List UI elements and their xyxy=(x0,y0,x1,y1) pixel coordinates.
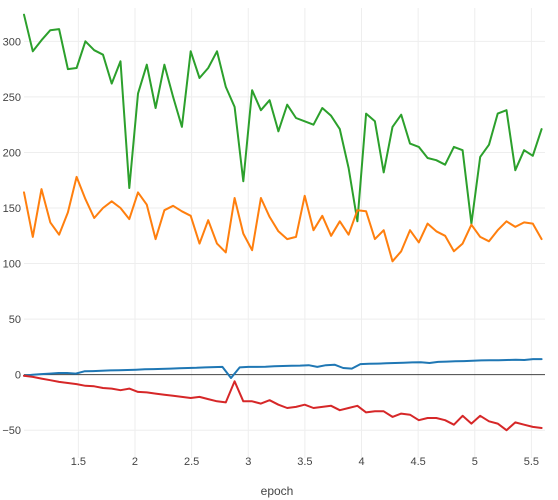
y-tick-label: 250 xyxy=(3,92,21,104)
grid-lines xyxy=(24,8,545,458)
y-tick-labels: −50 0 50 100 150 200 250 300 xyxy=(2,36,21,437)
x-tick-label: 4.5 xyxy=(410,456,425,468)
series-line-3 xyxy=(23,358,543,379)
y-tick-label: 150 xyxy=(3,203,21,215)
x-tick-label: 5.5 xyxy=(524,456,539,468)
y-tick-label: 50 xyxy=(9,314,21,326)
y-tick-label: 100 xyxy=(3,259,21,271)
y-tick-label: 300 xyxy=(3,36,21,48)
x-tick-label: 4 xyxy=(358,456,364,468)
y-tick-label: 200 xyxy=(3,147,21,159)
y-tick-label: −50 xyxy=(2,425,21,437)
series-line-2 xyxy=(23,175,543,263)
x-tick-label: 3 xyxy=(245,456,251,468)
series-line-4 xyxy=(23,374,543,432)
x-tick-labels: 1.5 2 2.5 3 3.5 4 4.5 5 5.5 xyxy=(71,456,539,468)
x-tick-label: 2.5 xyxy=(184,456,199,468)
series-lines xyxy=(23,13,543,432)
y-tick-label: 0 xyxy=(15,370,21,382)
series-line-1 xyxy=(23,13,543,225)
x-tick-label: 1.5 xyxy=(71,456,86,468)
x-tick-label: 2 xyxy=(132,456,138,468)
x-tick-label: 5 xyxy=(472,456,478,468)
x-tick-label: 3.5 xyxy=(297,456,312,468)
x-axis-title: epoch xyxy=(261,484,294,498)
